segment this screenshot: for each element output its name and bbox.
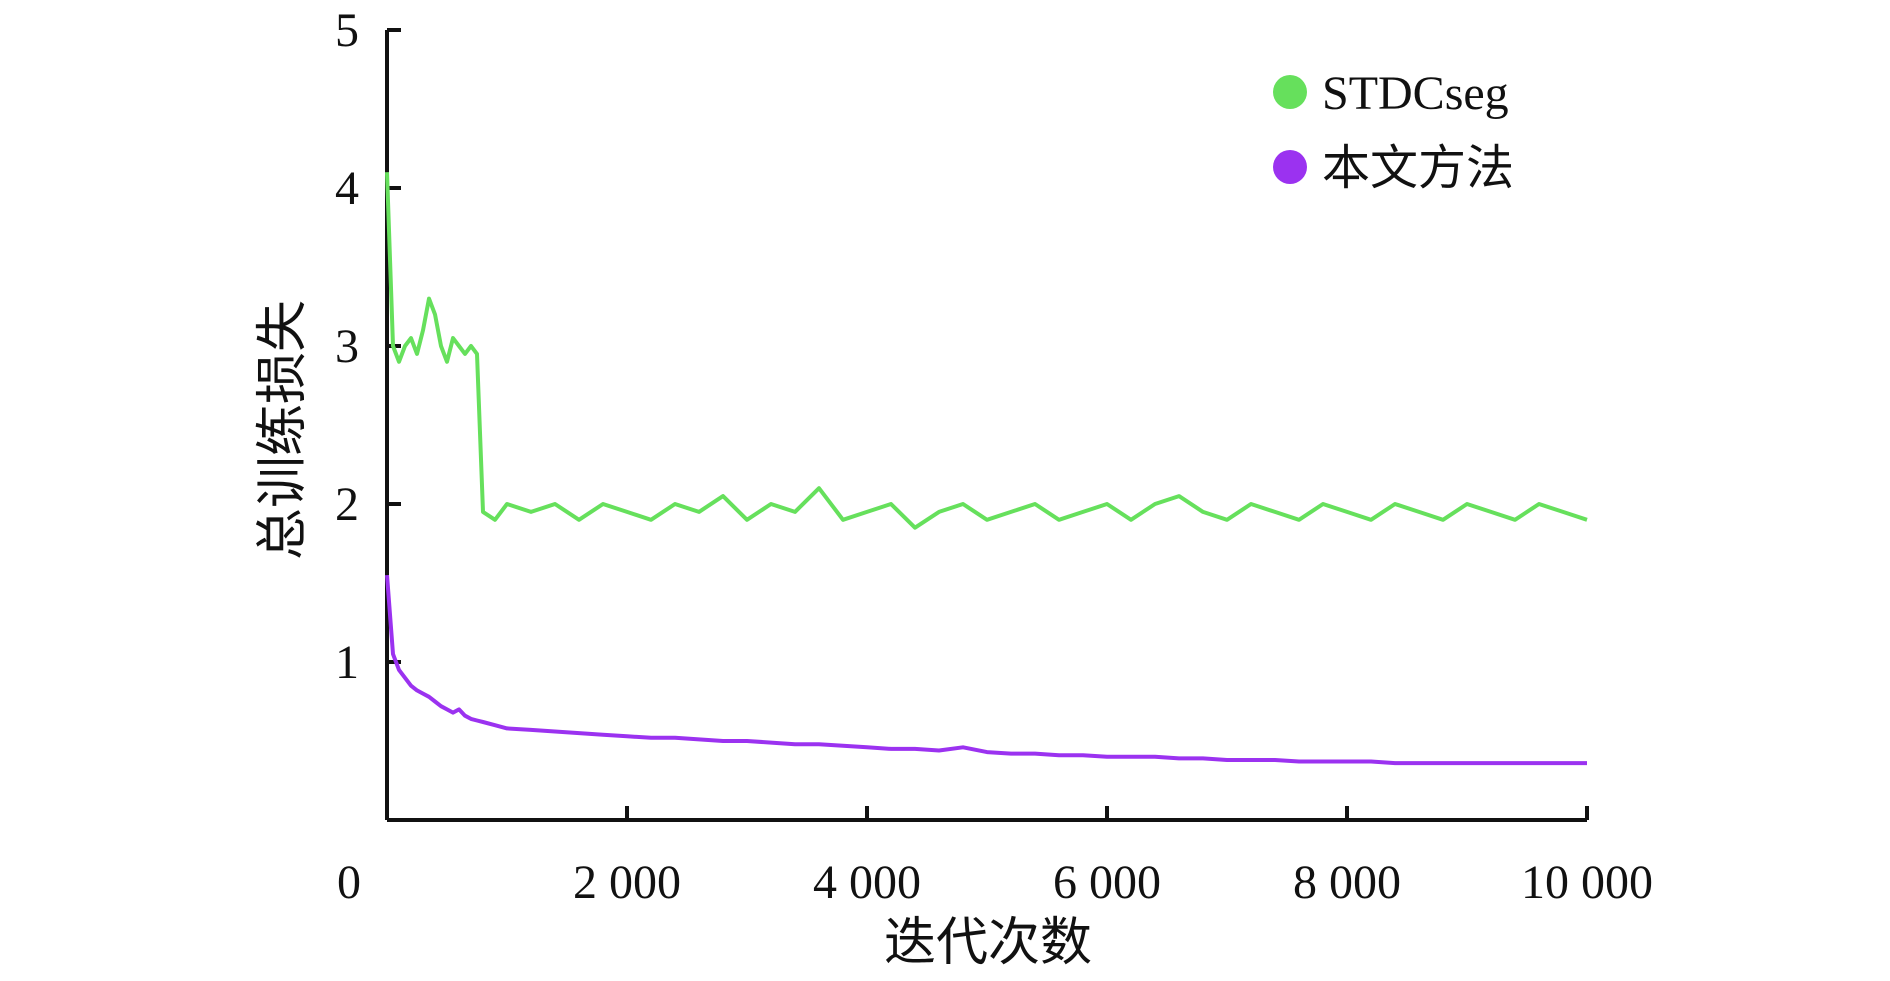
y-tick-label: 1 [335,636,359,689]
x-axis-title: 迭代次数 [884,913,1092,973]
series-layer [385,172,1588,766]
y-axis-title: 总训练损失 [253,300,313,560]
y-tick-label: 2 [335,478,359,531]
axes: 1 2 3 4 5 0 2 000 4 000 6 000 8 000 10 000 [335,4,1653,909]
x-tick-label: 6 000 [1053,856,1161,909]
y-tick-label: 5 [335,4,359,57]
x-tick-label: 4 000 [813,856,921,909]
x-tick-label: 2 000 [573,856,681,909]
x-tick-label: 8 000 [1293,856,1401,909]
legend: STDCseg 本文方法 [1273,67,1514,196]
legend-marker [1273,150,1307,184]
legend-label: 本文方法 [1322,140,1514,196]
legend-label: STDCseg [1322,67,1509,120]
legend-marker [1273,75,1307,109]
series-line-1 [385,172,1588,530]
y-tick-label: 3 [335,320,359,373]
x-tick-label: 0 [337,856,361,909]
x-tick-label: 10 000 [1521,856,1653,909]
y-tick-label: 4 [335,162,359,215]
series-line-2 [385,574,1587,766]
